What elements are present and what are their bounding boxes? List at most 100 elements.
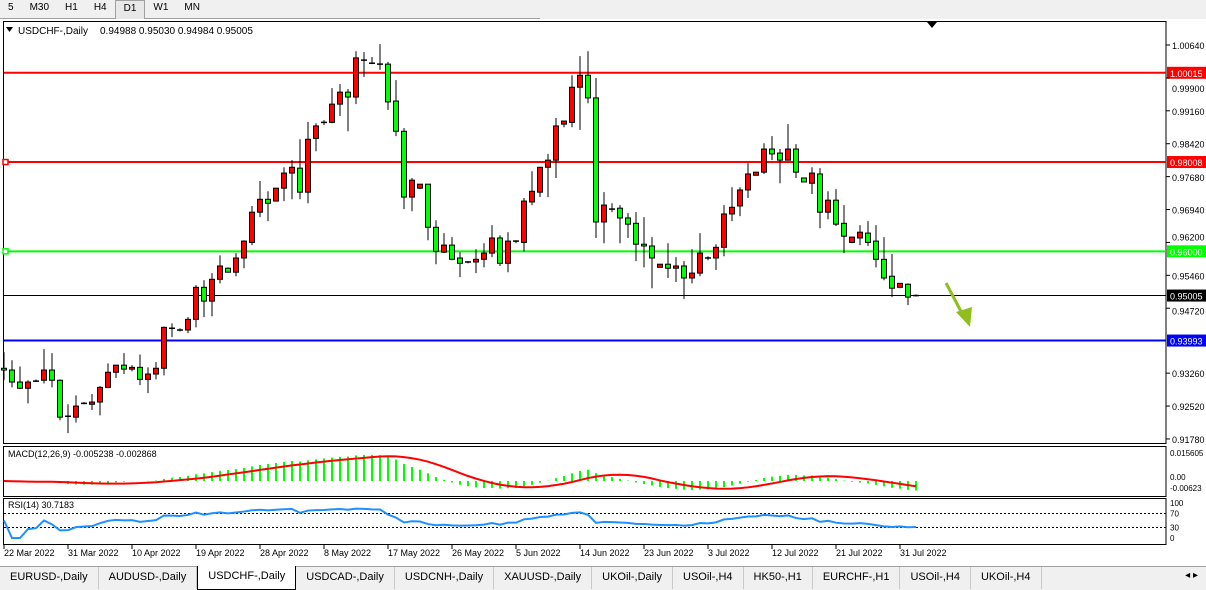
candle <box>505 232 511 273</box>
candle <box>441 233 447 254</box>
candle <box>785 124 791 161</box>
candle-body <box>9 369 15 383</box>
candle-body <box>137 366 143 380</box>
candle <box>81 402 87 405</box>
candle-body <box>537 166 543 193</box>
candle <box>201 280 207 318</box>
candle <box>457 252 463 278</box>
rsi-tick-label: 0 <box>1170 534 1175 543</box>
candle-body <box>617 207 623 219</box>
price-tick-label: 0.97680 <box>1172 173 1205 183</box>
timeframe-mn[interactable]: MN <box>184 2 200 13</box>
price-tick-label: 0.96200 <box>1172 232 1205 242</box>
tab-usoil-h4[interactable]: USOil-,H4 <box>900 567 971 589</box>
candle <box>9 360 15 388</box>
level-price-label: 0.93993 <box>1170 337 1203 347</box>
candle <box>97 386 103 416</box>
candle <box>73 395 79 423</box>
tab-hk50-h1[interactable]: HK50-,H1 <box>744 567 813 589</box>
timeframe-5[interactable]: 5 <box>8 2 14 13</box>
candle-body <box>425 183 431 228</box>
candle <box>169 323 175 338</box>
candle-body <box>433 226 439 252</box>
candle <box>729 187 735 222</box>
candle-body <box>401 130 407 198</box>
candle <box>369 57 375 65</box>
candle-body <box>73 405 79 418</box>
candle-body <box>441 244 447 253</box>
candle <box>121 353 127 375</box>
candle <box>17 366 23 390</box>
macd-tick-label: 0.015605 <box>1170 449 1204 458</box>
candle-body <box>745 173 751 191</box>
candle <box>337 84 343 117</box>
chart-canvas[interactable]: 1.00015 0.98008 0.96000 0.95005 0.93993 1.00… <box>0 19 1206 566</box>
tab-usdcnh-daily[interactable]: USDCNH-,Daily <box>395 567 495 589</box>
candle-body <box>545 159 551 168</box>
candle-body <box>57 379 63 418</box>
timeframe-w1[interactable]: W1 <box>153 2 169 13</box>
rsi-tick-label: 100 <box>1170 499 1184 508</box>
candle-body <box>121 364 127 370</box>
candle <box>809 167 815 194</box>
chart-shift-marker-icon[interactable] <box>927 22 937 28</box>
candle <box>465 261 471 264</box>
candle <box>649 237 655 289</box>
candle-body <box>49 369 55 381</box>
candle-body <box>345 91 351 98</box>
scroll-right-icon[interactable]: ▸ <box>1192 570 1198 581</box>
tab-xauusd-daily[interactable]: XAUUSD-,Daily <box>494 567 593 589</box>
tab-eurchf-h1[interactable]: EURCHF-,H1 <box>813 567 901 589</box>
tab-scroll[interactable]: ◂ ▸ <box>1177 567 1206 589</box>
candle-body <box>17 381 23 389</box>
candle <box>193 285 199 328</box>
level-handle[interactable] <box>2 158 9 166</box>
candle-body <box>241 240 247 259</box>
candle <box>249 205 255 246</box>
candle-body <box>281 172 287 189</box>
timeframe-h4[interactable]: H4 <box>93 2 107 13</box>
tab-usoil-h4[interactable]: USOil-,H4 <box>673 567 744 589</box>
rsi-panel: 100 70 300 <box>3 499 1184 543</box>
tab-eurusd-daily[interactable]: EURUSD-,Daily <box>0 567 99 589</box>
chart-window[interactable]: 1.00015 0.98008 0.96000 0.95005 0.93993 1.00… <box>0 19 1206 566</box>
tab-usdchf-daily[interactable]: USDCHF-,Daily <box>197 566 297 590</box>
candle <box>273 187 279 202</box>
scroll-left-icon[interactable]: ◂ <box>1185 570 1191 581</box>
level-price-tag <box>1167 156 1206 169</box>
candle-body <box>153 367 159 375</box>
collapse-triangle-icon[interactable] <box>6 27 13 32</box>
rsi-tick-label: 30 <box>1170 524 1179 533</box>
candle <box>601 192 607 244</box>
ohlc-label: 0.94988 0.95030 0.94984 0.95005 <box>100 26 253 37</box>
candle-body <box>673 265 679 269</box>
tab-ukoil-h4[interactable]: UKOil-,H4 <box>971 567 1042 589</box>
candle <box>345 89 351 132</box>
tab-usdcad-daily[interactable]: USDCAD-,Daily <box>296 567 395 589</box>
candle-body <box>657 263 663 268</box>
candle <box>185 317 191 334</box>
candle-body <box>785 148 791 161</box>
timeframe-m30[interactable]: M30 <box>29 2 50 13</box>
timeframe-d1[interactable]: D1 <box>114 0 146 19</box>
candle <box>857 225 863 246</box>
candle-body <box>289 166 295 174</box>
tab-audusd-daily[interactable]: AUDUSD-,Daily <box>99 567 198 589</box>
level-handle[interactable] <box>2 248 9 255</box>
candle-body <box>273 187 279 202</box>
timeframe-h1[interactable]: H1 <box>65 2 78 13</box>
candle-body <box>833 199 839 225</box>
candle-body <box>409 179 415 198</box>
date-label: 26 May 2022 <box>452 548 504 558</box>
tab-ukoil-daily[interactable]: UKOil-,Daily <box>592 567 674 589</box>
level-price-label: 0.95005 <box>1170 292 1203 302</box>
main-panel-border <box>3 21 1167 444</box>
rsi-tick-label: 70 <box>1170 510 1179 519</box>
candle <box>1 352 7 381</box>
candle-body <box>337 91 343 105</box>
candle <box>609 203 615 213</box>
level-price-tag <box>1167 334 1206 347</box>
candle <box>241 240 247 269</box>
candle-body <box>625 217 631 225</box>
candle <box>913 294 919 297</box>
